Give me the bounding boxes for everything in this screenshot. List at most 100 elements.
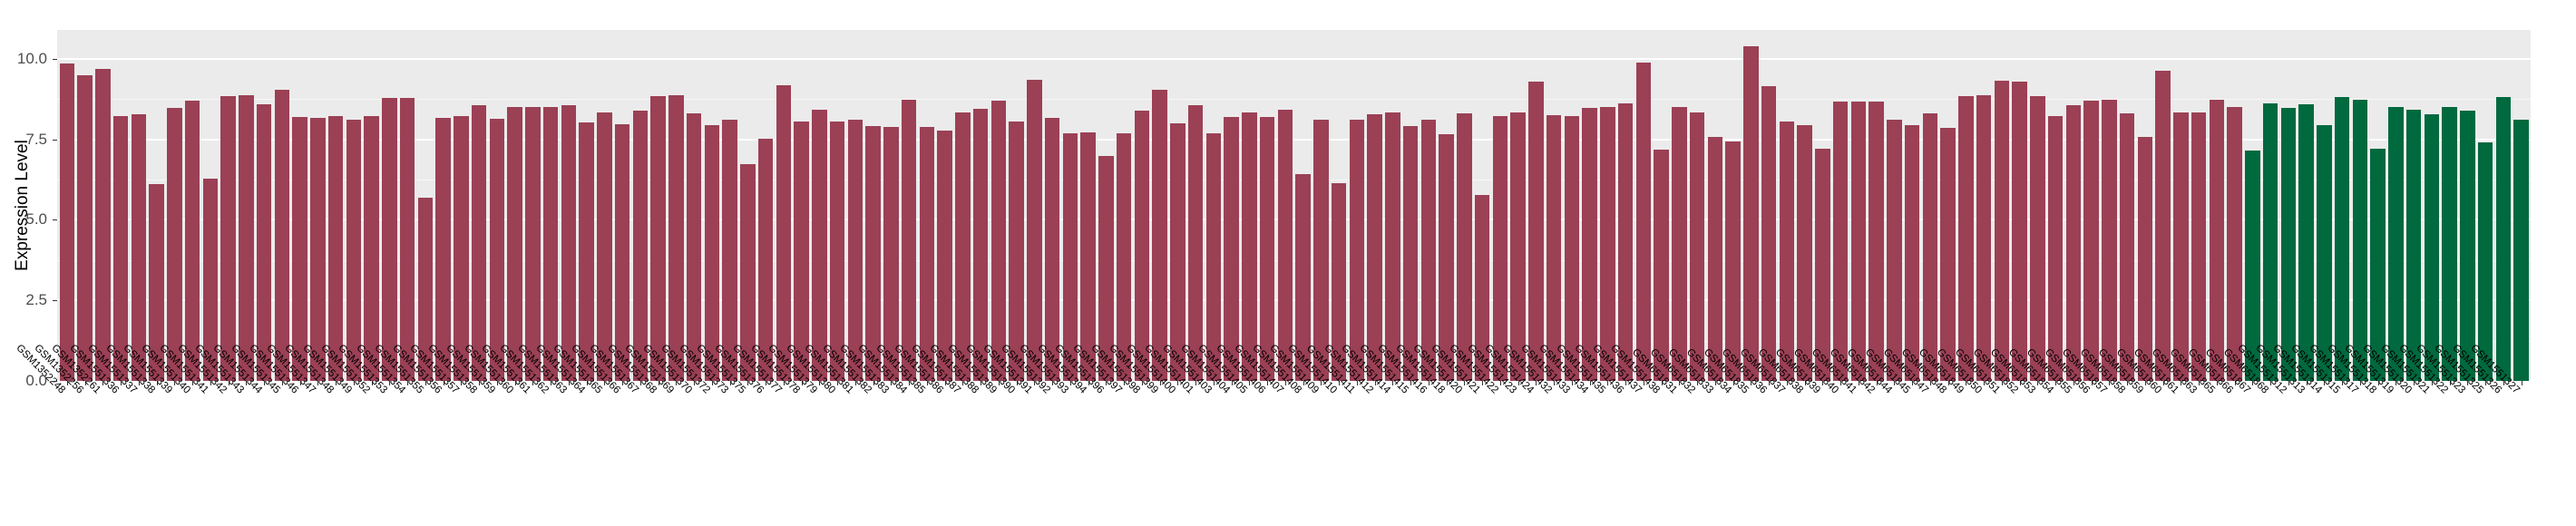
bar[interactable] bbox=[1994, 81, 2010, 381]
bar[interactable] bbox=[597, 112, 612, 381]
bar[interactable] bbox=[812, 110, 827, 381]
bar[interactable] bbox=[650, 95, 666, 381]
bar[interactable] bbox=[1797, 124, 1812, 381]
bar[interactable] bbox=[1367, 114, 1382, 381]
bar[interactable] bbox=[1420, 119, 1437, 381]
bar[interactable] bbox=[1277, 110, 1293, 381]
bar[interactable] bbox=[1385, 112, 1400, 381]
bar[interactable] bbox=[507, 106, 522, 381]
bar[interactable] bbox=[1582, 107, 1597, 381]
bar[interactable] bbox=[614, 123, 630, 381]
bar[interactable] bbox=[1331, 182, 1347, 381]
bar[interactable] bbox=[202, 179, 219, 381]
bar[interactable] bbox=[2424, 114, 2440, 381]
bar[interactable] bbox=[2477, 142, 2493, 381]
bar[interactable] bbox=[1958, 95, 1974, 381]
bar[interactable] bbox=[1922, 113, 1938, 381]
bar[interactable] bbox=[2047, 116, 2064, 381]
bar[interactable] bbox=[1672, 106, 1687, 381]
bar[interactable] bbox=[1116, 133, 1132, 381]
bar[interactable] bbox=[1761, 86, 1777, 381]
bar[interactable] bbox=[2209, 100, 2225, 381]
bar[interactable] bbox=[2460, 111, 2475, 381]
bar[interactable] bbox=[417, 197, 434, 381]
bar[interactable] bbox=[364, 116, 379, 381]
bar[interactable] bbox=[1098, 156, 1114, 381]
bar[interactable] bbox=[757, 139, 774, 381]
bar[interactable] bbox=[2155, 71, 2171, 381]
bar[interactable] bbox=[167, 107, 182, 381]
bar[interactable] bbox=[525, 106, 541, 381]
bar[interactable] bbox=[310, 117, 326, 381]
bar[interactable] bbox=[2227, 107, 2242, 381]
bar[interactable] bbox=[865, 125, 881, 381]
bar[interactable] bbox=[2137, 136, 2153, 381]
bar[interactable] bbox=[77, 74, 93, 381]
bar[interactable] bbox=[2334, 96, 2350, 381]
bar[interactable] bbox=[2119, 112, 2135, 381]
bar[interactable] bbox=[2065, 105, 2082, 381]
bar[interactable] bbox=[668, 94, 684, 381]
bar[interactable] bbox=[2495, 96, 2512, 381]
bar[interactable] bbox=[686, 113, 702, 381]
bar[interactable] bbox=[399, 98, 415, 381]
bar[interactable] bbox=[1564, 116, 1580, 381]
bar[interactable] bbox=[184, 101, 200, 381]
bar[interactable] bbox=[1242, 112, 1257, 381]
bar[interactable] bbox=[847, 119, 864, 381]
bar[interactable] bbox=[919, 126, 935, 381]
bar[interactable] bbox=[327, 116, 344, 381]
bar[interactable] bbox=[704, 124, 720, 381]
bar[interactable] bbox=[1528, 81, 1544, 381]
bar[interactable] bbox=[937, 130, 952, 381]
bar[interactable] bbox=[239, 94, 254, 381]
bar[interactable] bbox=[2030, 95, 2045, 381]
bar[interactable] bbox=[2352, 100, 2368, 381]
bar[interactable] bbox=[1546, 115, 1562, 381]
bar[interactable] bbox=[2173, 112, 2189, 381]
bar[interactable] bbox=[2245, 151, 2260, 381]
bar[interactable] bbox=[1869, 101, 1884, 381]
bar[interactable] bbox=[722, 120, 737, 381]
bar[interactable] bbox=[1976, 94, 1992, 381]
bar[interactable] bbox=[901, 100, 917, 381]
bar[interactable] bbox=[1224, 116, 1239, 381]
bar[interactable] bbox=[579, 122, 594, 381]
bar[interactable] bbox=[1080, 132, 1096, 381]
bar[interactable] bbox=[1492, 116, 1508, 381]
bar[interactable] bbox=[220, 95, 236, 381]
bar[interactable] bbox=[2442, 106, 2457, 381]
bar[interactable] bbox=[561, 105, 577, 381]
bar[interactable] bbox=[883, 127, 899, 381]
bar[interactable] bbox=[1743, 45, 1759, 381]
bar[interactable] bbox=[471, 105, 487, 381]
bar[interactable] bbox=[131, 114, 147, 381]
bar[interactable] bbox=[1850, 101, 1867, 381]
bar[interactable] bbox=[2102, 100, 2117, 381]
bar[interactable] bbox=[2083, 101, 2099, 381]
bar[interactable] bbox=[1725, 141, 1741, 381]
bar[interactable] bbox=[1027, 80, 1042, 381]
bar[interactable] bbox=[776, 85, 792, 381]
bar[interactable] bbox=[382, 98, 397, 381]
bar[interactable] bbox=[2012, 81, 2027, 381]
bar[interactable] bbox=[1009, 122, 1024, 381]
bar[interactable] bbox=[1044, 117, 1060, 381]
bar[interactable] bbox=[2191, 112, 2207, 381]
bar[interactable] bbox=[1187, 105, 1204, 381]
bar[interactable] bbox=[1635, 62, 1652, 381]
bar[interactable] bbox=[972, 109, 989, 381]
bar[interactable] bbox=[2513, 119, 2529, 381]
bar[interactable] bbox=[2388, 107, 2404, 381]
bar[interactable] bbox=[1474, 194, 1490, 381]
bar[interactable] bbox=[1062, 132, 1078, 381]
bar[interactable] bbox=[740, 164, 756, 381]
bar[interactable] bbox=[1134, 111, 1150, 381]
bar[interactable] bbox=[1617, 102, 1634, 381]
bar[interactable] bbox=[149, 183, 164, 381]
bar[interactable] bbox=[454, 116, 469, 381]
bar[interactable] bbox=[2298, 103, 2314, 381]
bar[interactable] bbox=[112, 116, 129, 381]
bar[interactable] bbox=[1600, 107, 1615, 381]
bar[interactable] bbox=[632, 111, 649, 381]
